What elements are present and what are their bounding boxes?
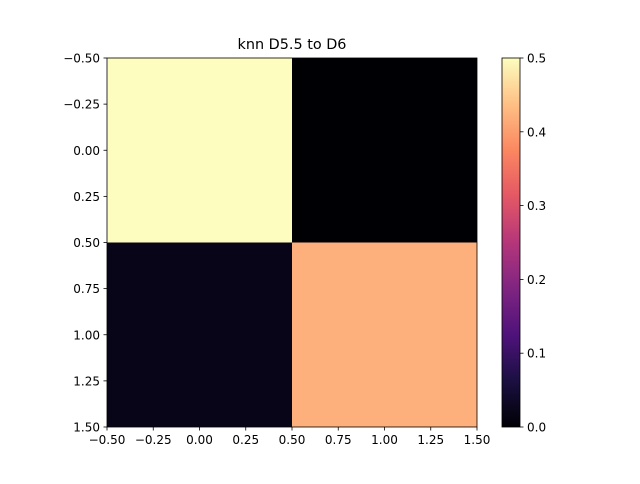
x-tick-label: 1.25 — [417, 433, 444, 447]
x-tick-label: 0.50 — [279, 433, 306, 447]
y-tick-label: −0.25 — [63, 98, 100, 112]
y-tick-label: 0.50 — [73, 236, 100, 250]
x-tick-label: −0.50 — [89, 433, 126, 447]
x-tick-label: 0.00 — [186, 433, 213, 447]
y-tick-label: 0.75 — [73, 282, 100, 296]
colorbar-tick-label: 0.0 — [527, 421, 546, 435]
heatmap-cell-r0-c0 — [107, 58, 292, 243]
heatmap-cell-r1-c1 — [292, 242, 477, 427]
heatmap-cells — [107, 58, 477, 427]
x-tick-label: 0.25 — [232, 433, 259, 447]
x-tick-label: 0.75 — [325, 433, 352, 447]
colorbar-tick-label: 0.3 — [527, 199, 546, 213]
axes: −0.50 −0.25 0.00 0.25 0.50 0.75 1.00 1.25 1.50−0… — [63, 52, 490, 448]
chart-title: knn D5.5 to D6 — [238, 37, 347, 53]
colorbar-tick-label: 0.5 — [527, 52, 546, 66]
x-tick-label: 1.50 — [464, 433, 491, 447]
heatmap-cell-r0-c1 — [292, 58, 477, 243]
colorbar-tick-label: 0.1 — [527, 347, 546, 361]
y-tick-label: −0.50 — [63, 52, 100, 66]
y-tick-label: 1.25 — [73, 374, 100, 388]
colorbar-tick-label: 0.2 — [527, 273, 546, 287]
colorbar — [501, 57, 521, 428]
y-tick-label: 1.00 — [73, 328, 100, 342]
heatmap-cell-r1-c0 — [107, 242, 292, 427]
y-tick-label: 1.50 — [73, 421, 100, 435]
y-tick-label: 0.00 — [73, 144, 100, 158]
y-tick-label: 0.25 — [73, 190, 100, 204]
x-tick-label: −0.25 — [135, 433, 172, 447]
colorbar-ticks: 0.0 0.1 0.2 0.3 0.4 0.5 — [520, 52, 546, 435]
colorbar-tick-label: 0.4 — [527, 125, 546, 139]
x-tick-label: 1.00 — [371, 433, 398, 447]
